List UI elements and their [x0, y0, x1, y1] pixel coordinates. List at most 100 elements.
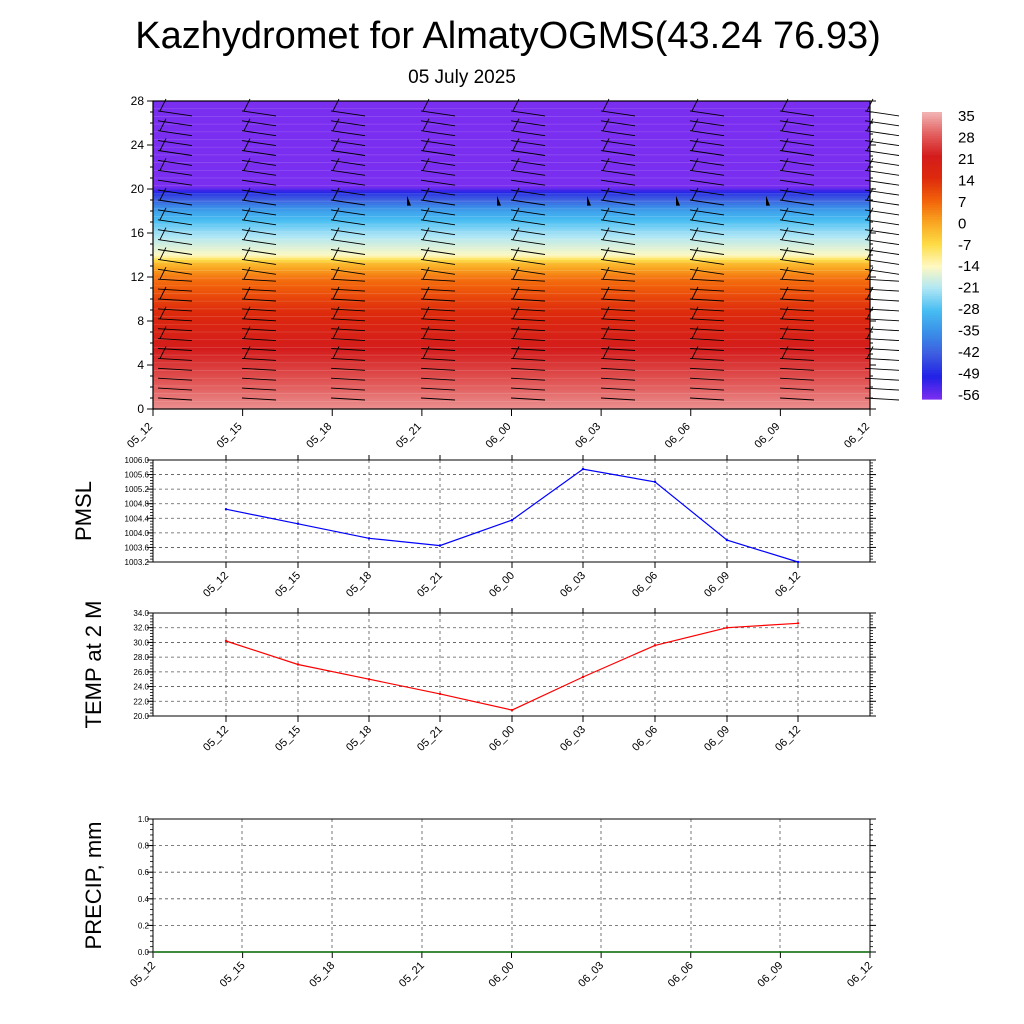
wind-barb: [330, 258, 366, 265]
wind-barb: [422, 286, 430, 300]
wind-barb: [689, 249, 725, 255]
wind-barb: [689, 278, 725, 282]
heat-band: [153, 362, 870, 366]
colorbar-segment: [922, 147, 942, 151]
y-tick-label: 26.0: [133, 668, 149, 677]
wind-barb: [159, 266, 167, 280]
y-tick-label: 1.0: [138, 815, 150, 824]
wind-barb: [157, 328, 193, 332]
y-tick-label: 1003.6: [125, 543, 150, 552]
wind-barb: [864, 150, 900, 156]
colorbar-segment: [922, 135, 942, 139]
y-axis-label: PMSL: [71, 481, 96, 541]
wind-barb: [420, 298, 456, 302]
wind-barb: [864, 377, 900, 381]
heat-band: [153, 118, 870, 122]
heat-band: [153, 294, 870, 298]
colorbar-segment: [922, 150, 942, 154]
colorbar-segment: [922, 391, 942, 395]
pmsl-panel: PMSL 1003.2 1003.6 1004.0 1004.4 1004.8 1005.2…: [71, 455, 876, 600]
heat-band: [153, 112, 870, 115]
wind-barb: [600, 288, 636, 292]
wind-barb: [330, 229, 366, 236]
wind-barb: [779, 199, 815, 206]
wind-barb: [781, 266, 789, 280]
wind-barb: [779, 239, 815, 246]
wind-barb: [159, 187, 167, 201]
colorbar-segment: [922, 121, 942, 125]
colorbar-segment: [922, 296, 942, 300]
heat-band: [153, 305, 870, 309]
data-point: [653, 480, 657, 484]
wind-barb: [241, 249, 277, 255]
x-tick-label: 06_12: [842, 421, 872, 451]
wind-barb: [779, 229, 815, 236]
wind-barb: [159, 118, 167, 131]
wind-barb: [159, 207, 167, 221]
plot-frame: [152, 612, 871, 717]
wind-barb: [600, 367, 636, 371]
heat-band: [153, 162, 870, 166]
wind-barb: [600, 387, 636, 391]
wind-barb: [241, 367, 277, 371]
wind-barb: [241, 288, 277, 292]
wind-barb: [602, 326, 610, 339]
heat-band: [153, 237, 870, 241]
wind-barb: [157, 239, 193, 246]
page-subtitle: 05 July 2025: [408, 67, 516, 88]
wind-barb: [510, 110, 546, 117]
colorbar-segment: [922, 171, 942, 175]
wind-barb: [157, 338, 193, 342]
heat-band: [153, 314, 870, 318]
colorbar-segment: [922, 207, 942, 211]
heat-band: [153, 131, 870, 135]
wind-barb: [330, 298, 366, 302]
wind-barb: [779, 140, 815, 147]
wind-barb: [420, 130, 456, 137]
wind-barb: [422, 207, 430, 221]
colorbar-segment: [922, 332, 942, 336]
heat-band: [153, 241, 870, 245]
x-tick-label: 06_09: [702, 570, 732, 600]
wind-barb: [864, 338, 900, 342]
colorbar-segment: [922, 131, 942, 135]
wind-barb: [241, 189, 277, 196]
colorbar-segment: [922, 198, 942, 202]
wind-barb: [241, 239, 277, 246]
wind-barb: [330, 120, 366, 127]
data-point: [438, 692, 442, 696]
wind-barb: [157, 258, 193, 265]
colorbar-segment: [922, 382, 942, 386]
colorbar-segment: [922, 231, 942, 235]
wind-barb: [691, 247, 699, 260]
wind-barb: [330, 308, 366, 312]
wind-barb: [689, 159, 725, 166]
wind-barb: [243, 118, 251, 131]
colorbar-segment: [922, 322, 942, 326]
heat-band: [153, 138, 870, 142]
wind-barb: [420, 268, 456, 275]
x-tick-label: 06_06: [666, 960, 696, 990]
wind-barb: [420, 179, 456, 186]
wind-pennant: [676, 195, 680, 206]
colorbar-segment: [922, 245, 942, 249]
colorbar-segment: [922, 128, 942, 132]
colorbar-segment: [922, 389, 942, 393]
colorbar-segment: [922, 169, 942, 173]
colorbar-segment: [922, 217, 942, 221]
x-tick-label: 06_09: [702, 724, 732, 754]
colorbar-segment: [922, 205, 942, 209]
heat-band: [153, 134, 870, 137]
heat-band: [153, 382, 870, 386]
y-tick-label: 24.0: [133, 683, 149, 692]
wind-barb: [422, 326, 430, 339]
heat-band: [153, 120, 870, 124]
wind-barb: [779, 278, 815, 282]
wind-barb: [330, 159, 366, 166]
wind-barb: [689, 377, 725, 381]
heat-band: [153, 354, 870, 357]
wind-barb: [241, 199, 277, 206]
x-tick-label: 06_06: [630, 724, 660, 754]
plot-frame: [152, 818, 871, 953]
colorbar-segment: [922, 293, 942, 297]
